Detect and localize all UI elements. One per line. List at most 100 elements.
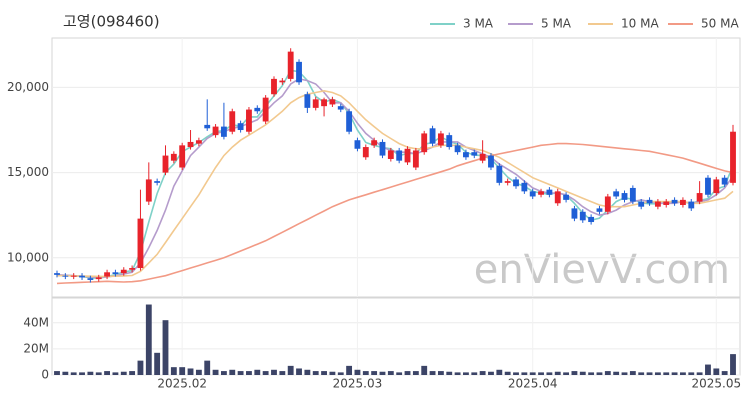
candle-body bbox=[79, 275, 85, 278]
volume-bar bbox=[680, 372, 686, 375]
candle-body bbox=[371, 140, 378, 146]
candle-body bbox=[271, 78, 277, 95]
candle-body bbox=[454, 145, 461, 153]
volume-bar bbox=[304, 369, 311, 375]
y-tick-label: 20,000 bbox=[7, 80, 49, 94]
candle-body bbox=[287, 51, 294, 79]
candle-body bbox=[713, 179, 720, 194]
volume-bar bbox=[730, 354, 736, 375]
candle-body bbox=[95, 277, 102, 280]
moving-average-line bbox=[56, 142, 734, 285]
candle-body bbox=[671, 199, 678, 204]
legend-label: 50 MA bbox=[701, 17, 739, 31]
volume-bar bbox=[129, 371, 136, 375]
volume-bar bbox=[204, 360, 211, 375]
candle-body bbox=[246, 109, 252, 132]
volume-bar bbox=[421, 365, 428, 375]
volume-bar bbox=[521, 372, 528, 375]
candle-body bbox=[145, 179, 152, 202]
volume-bar bbox=[312, 371, 319, 375]
volume-bar bbox=[120, 371, 127, 375]
candle-body bbox=[721, 177, 728, 185]
volume-bar bbox=[463, 372, 469, 375]
volume-bar bbox=[429, 371, 436, 375]
candle-body bbox=[429, 128, 436, 144]
volume-bar bbox=[271, 369, 277, 375]
legend-label: 10 MA bbox=[621, 17, 659, 31]
volume-bar bbox=[663, 372, 670, 375]
volume-bar bbox=[371, 371, 378, 375]
candle-body bbox=[62, 275, 69, 277]
volume-bar bbox=[705, 364, 711, 375]
volume-bar bbox=[87, 371, 94, 375]
volume-bar bbox=[287, 365, 294, 375]
volume-bar bbox=[513, 372, 519, 375]
candle-body bbox=[513, 179, 519, 187]
candle-body bbox=[104, 272, 110, 277]
candle-body bbox=[479, 153, 486, 161]
volume-bar bbox=[362, 371, 369, 375]
volume-bar bbox=[354, 369, 361, 375]
candle-body bbox=[646, 199, 653, 204]
candle-body bbox=[563, 194, 570, 200]
volume-bar bbox=[79, 372, 85, 375]
candle-body bbox=[613, 191, 620, 197]
volume-bar bbox=[571, 371, 578, 375]
candle-body bbox=[87, 278, 94, 280]
candle-body bbox=[154, 181, 161, 183]
volume-bar bbox=[412, 371, 419, 375]
candle-body bbox=[129, 268, 136, 270]
x-tick-label: 2025.02 bbox=[157, 377, 207, 391]
volume-bar bbox=[404, 371, 411, 375]
volume-bar bbox=[496, 369, 503, 375]
candle-body bbox=[170, 153, 177, 161]
candle-body bbox=[437, 133, 444, 146]
volume-bar bbox=[479, 371, 486, 375]
volume-bar bbox=[504, 371, 511, 375]
volume-bar bbox=[62, 371, 69, 375]
candle-body bbox=[596, 208, 603, 212]
chart-title: 고영(098460) bbox=[63, 13, 160, 31]
candle-body bbox=[396, 150, 403, 161]
volume-bar bbox=[538, 372, 544, 375]
volume-bar bbox=[629, 371, 636, 375]
x-tick-label: 2025.03 bbox=[333, 377, 383, 391]
candle-body bbox=[204, 124, 211, 129]
volume-bar bbox=[529, 372, 536, 375]
volume-bar bbox=[446, 371, 453, 375]
moving-average-line bbox=[56, 78, 734, 279]
candle-body bbox=[70, 275, 77, 277]
legend-label: 3 MA bbox=[463, 17, 494, 31]
candle-body bbox=[554, 191, 561, 204]
candle-body bbox=[296, 61, 302, 83]
volume-bar bbox=[54, 371, 60, 375]
volume-bar bbox=[379, 371, 386, 375]
volume-bar bbox=[638, 372, 645, 375]
volume-bar bbox=[387, 371, 394, 375]
volume-bar bbox=[279, 371, 286, 375]
volume-bar bbox=[70, 372, 77, 375]
candle-body bbox=[696, 193, 703, 202]
volume-bar bbox=[220, 371, 227, 375]
volume-bar bbox=[721, 371, 728, 375]
volume-bar bbox=[646, 372, 653, 375]
candle-body bbox=[404, 148, 411, 163]
candle-body bbox=[463, 152, 469, 158]
candle-body bbox=[604, 196, 611, 212]
candle-body bbox=[312, 99, 319, 108]
candle-body bbox=[387, 150, 394, 159]
volume-bar bbox=[137, 360, 144, 375]
candle-body bbox=[137, 218, 144, 269]
volume-bar bbox=[321, 371, 327, 375]
candle-body bbox=[663, 201, 670, 205]
candle-body bbox=[521, 182, 528, 192]
volume-bar bbox=[170, 367, 177, 375]
candle-body bbox=[346, 111, 353, 132]
candle-body bbox=[529, 191, 536, 197]
candle-body bbox=[212, 126, 219, 136]
candle-body bbox=[220, 126, 227, 137]
candle-body bbox=[354, 140, 361, 149]
volume-tick-label: 0 bbox=[41, 368, 49, 382]
